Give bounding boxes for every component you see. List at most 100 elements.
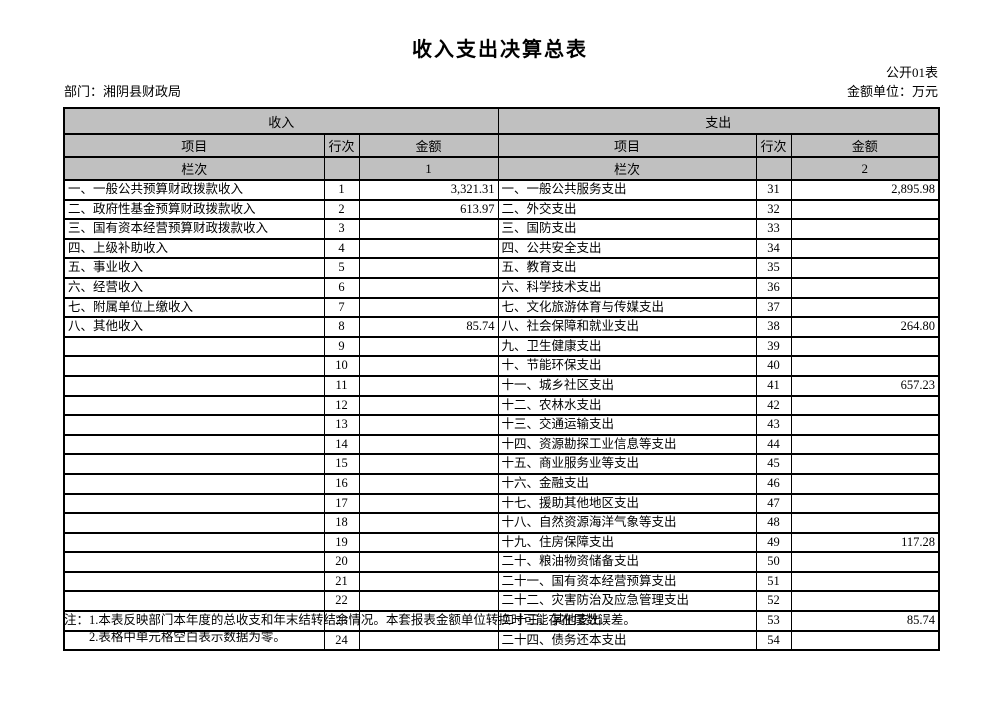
table-row: 14 十四、资源勘探工业信息等支出 44 [63,433,940,456]
expense-item-cell: 二十四、债务还本支出 [497,629,757,652]
expense-amount-cell: 117.28 [790,531,940,554]
income-amount-cell [358,218,499,240]
expense-index-rownum-blank [755,156,792,181]
footnotes: 注：1.本表反映部门本年度的总收支和年末结转结余情况。本套报表金额单位转换时可能… [64,612,636,646]
income-amount-cell [358,472,499,495]
income-rownum-cell: 5 [323,257,360,279]
expense-rownum-cell: 54 [755,629,792,652]
income-amount-cell [358,570,499,593]
expense-rownum-cell: 49 [755,531,792,554]
table-row: 9 九、卫生健康支出 39 [63,335,940,358]
expense-rownum-cell: 39 [755,335,792,358]
income-rownum-cell: 12 [323,394,360,417]
income-amount-cell [358,276,499,299]
table-row: 11 十一、城乡社区支出 41 657.23 [63,374,940,397]
income-amount-cell [358,433,499,456]
table-row: 12 十二、农林水支出 42 [63,394,940,417]
income-amount-cell [358,453,499,475]
expense-item-cell: 十二、农林水支出 [497,394,757,417]
income-rownum-cell: 24 [323,629,360,652]
expense-amount-cell [790,296,940,319]
expense-amount-col-header: 金额 [790,133,940,158]
expense-item-cell: 七、文化旅游体育与传媒支出 [497,296,757,319]
table-row: 一、一般公共预算财政拨款收入 1 3,321.31 一、一般公共服务支出 31 2,895… [63,179,940,201]
income-amount-cell [358,590,499,613]
income-item-col-header: 项目 [63,133,325,158]
table-row: 五、事业收入 5 五、教育支出 35 [63,257,940,279]
expense-rownum-cell: 38 [755,316,792,338]
income-item-cell [63,590,325,613]
income-section-header: 收入 [63,107,499,135]
expense-amount-cell [790,276,940,299]
expense-rownum-cell: 42 [755,394,792,417]
table-row: 六、经营收入 6 六、科学技术支出 36 [63,276,940,299]
expense-item-cell: 十六、金融支出 [497,472,757,495]
expense-rownum-cell: 51 [755,570,792,593]
expense-amount-cell [790,257,940,279]
income-item-cell: 七、附属单位上缴收入 [63,296,325,319]
expense-amount-cell: 2,895.98 [790,179,940,201]
expense-section-header: 支出 [497,107,940,135]
income-rownum-cell: 21 [323,570,360,593]
income-item-cell: 三、国有资本经营预算财政拨款收入 [63,218,325,240]
income-index-rownum-blank [323,156,360,181]
expense-item-cell: 十五、商业服务业等支出 [497,453,757,475]
income-rownum-cell: 15 [323,453,360,475]
expense-rownum-cell: 34 [755,237,792,260]
table-row: 17 十七、援助其他地区支出 47 [63,492,940,515]
amount-unit-label: 金额单位：万元 [846,84,938,99]
expense-amount-cell [790,414,940,436]
income-item-cell: 二、政府性基金预算财政拨款收入 [63,198,325,221]
income-rownum-cell: 4 [323,237,360,260]
income-item-cell [63,355,325,377]
expense-amount-cell [790,218,940,240]
income-rownum-cell: 16 [323,472,360,495]
expense-item-col-header: 项目 [497,133,757,158]
expense-index-label: 栏次 [497,156,757,181]
income-amount-cell [358,374,499,397]
income-item-cell [63,629,325,652]
expense-rownum-cell: 32 [755,198,792,221]
income-rownum-cell: 22 [323,590,360,613]
income-amount-cell: 613.97 [358,198,499,221]
income-rownum-cell: 1 [323,179,360,201]
income-item-cell: 一、一般公共预算财政拨款收入 [63,179,325,201]
expense-item-cell: 六、科学技术支出 [497,276,757,299]
table-row: 10 十、节能环保支出 40 [63,355,940,377]
income-rownum-cell: 3 [323,218,360,240]
income-amount-cell: 3,321.31 [358,179,499,201]
table-body: 一、一般公共预算财政拨款收入 1 3,321.31 一、一般公共服务支出 31 2,895… [63,179,940,652]
table-row: 16 十六、金融支出 46 [63,472,940,495]
expense-item-cell: 十一、城乡社区支出 [497,374,757,397]
income-rownum-cell: 18 [323,512,360,534]
income-amount-cell [358,551,499,573]
final-accounts-table: 收入 支出 项目 行次 金额 项目 行次 金额 栏次 1 栏次 2 一、一般公共… [63,107,940,652]
table-row: 13 十三、交通运输支出 43 [63,414,940,436]
income-rownum-col-header: 行次 [323,133,360,158]
income-rownum-cell: 10 [323,355,360,377]
table-row: 18 十八、自然资源海洋气象等支出 48 [63,512,940,534]
table-row: 15 十五、商业服务业等支出 45 [63,453,940,475]
table-row: 二、政府性基金预算财政拨款收入 2 613.97 二、外交支出 32 [63,198,940,221]
income-rownum-cell: 9 [323,335,360,358]
income-item-cell [63,414,325,436]
expense-item-cell: 四、公共安全支出 [497,237,757,260]
income-index-label: 栏次 [63,156,325,181]
expense-item-cell: 二十一、国有资本经营预算支出 [497,570,757,593]
income-item-cell [63,570,325,593]
expense-amount-cell: 85.74 [790,610,940,632]
income-rownum-cell: 20 [323,551,360,573]
expense-amount-cell [790,355,940,377]
expense-amount-cell [790,433,940,456]
expense-item-cell: 一、一般公共服务支出 [497,179,757,201]
income-item-cell: 五、事业收入 [63,257,325,279]
income-amount-col-header: 金额 [358,133,499,158]
income-amount-cell: 85.74 [358,316,499,338]
income-item-cell [63,374,325,397]
expense-rownum-cell: 50 [755,551,792,573]
expense-item-cell: 十三、交通运输支出 [497,414,757,436]
table-row: 四、上级补助收入 4 四、公共安全支出 34 [63,237,940,260]
income-amount-cell [358,512,499,534]
income-amount-cell [358,492,499,515]
